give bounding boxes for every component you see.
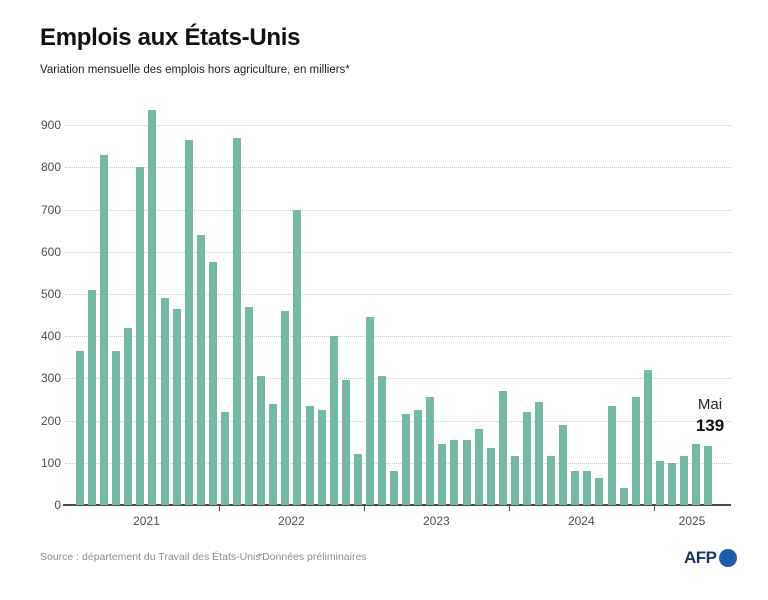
bar-2023-04 [402, 414, 411, 505]
bar-2025-04 [692, 443, 701, 505]
afp-logo: AFP [684, 548, 737, 568]
year-label-2021: 2021 [133, 514, 160, 528]
bar-2024-07 [583, 471, 592, 505]
bar-2024-09 [607, 405, 616, 505]
bar-2021-11 [196, 234, 205, 505]
bar-2022-06 [281, 310, 290, 505]
bar-2021-01 [76, 350, 84, 505]
bar-2025-01 [655, 460, 664, 505]
preliminary-note: *Données préliminaires [258, 551, 367, 563]
bar-2024-10 [619, 488, 628, 505]
bar-2023-06 [426, 397, 435, 505]
bar-2022-12 [353, 454, 362, 505]
x-tick-2025 [653, 505, 656, 511]
bar-2024-11 [631, 397, 640, 505]
bar-2023-08 [450, 439, 459, 505]
bar-2024-06 [571, 471, 580, 505]
bar-2024-02 [522, 412, 531, 505]
bar-2022-11 [341, 380, 350, 505]
bar-2025-02 [667, 462, 676, 505]
x-tick-2022 [218, 505, 221, 511]
y-tick-label-0: 0 [54, 498, 61, 512]
bar-2022-02 [233, 137, 242, 505]
bar-2024-03 [535, 401, 544, 505]
x-axis-line [63, 504, 731, 506]
y-tick-label-400: 400 [40, 329, 61, 344]
bar-2021-09 [172, 308, 181, 505]
bar-2021-02 [88, 289, 97, 505]
gridline-500 [65, 293, 731, 295]
bar-2021-07 [148, 110, 157, 505]
bar-2021-08 [160, 298, 169, 505]
bar-2023-10 [474, 429, 483, 505]
bar-2022-09 [317, 410, 326, 505]
bar-2024-12 [643, 369, 652, 505]
bar-2022-03 [245, 306, 254, 505]
bar-2022-04 [257, 376, 266, 505]
chart-subtitle: Variation mensuelle des emplois hors agr… [40, 64, 350, 76]
bar-2021-04 [112, 350, 121, 505]
y-tick-label-900: 900 [40, 118, 61, 133]
y-tick-label-300: 300 [40, 371, 61, 386]
y-tick-label-700: 700 [40, 202, 61, 217]
bar-2023-05 [414, 410, 423, 505]
bar-2022-05 [269, 403, 278, 505]
x-tick-2023 [363, 505, 366, 511]
page-title: Emplois aux États-Unis [40, 24, 301, 51]
gridline-800 [65, 167, 731, 169]
source-text: Source : département du Travail des État… [40, 551, 261, 563]
gridline-400 [65, 336, 731, 338]
bar-2023-12 [498, 391, 507, 505]
bar-2023-11 [486, 448, 495, 505]
year-label-2022: 2022 [278, 514, 305, 528]
year-label-2023: 2023 [423, 514, 450, 528]
afp-logo-text: AFP [684, 548, 717, 567]
bar-2025-05 [704, 446, 713, 505]
bar-2022-08 [305, 405, 314, 505]
bar-2021-06 [136, 167, 145, 505]
bar-2024-08 [595, 477, 604, 505]
y-tick-label-200: 200 [40, 413, 61, 428]
y-tick-label-500: 500 [40, 286, 61, 301]
gridline-700 [65, 209, 731, 211]
annotation-month-label: Mai [697, 396, 723, 413]
afp-globe-icon [718, 549, 737, 567]
bar-2022-01 [220, 412, 229, 505]
bar-2024-05 [559, 424, 568, 505]
bar-2024-04 [547, 456, 556, 505]
gridline-900 [65, 125, 731, 127]
gridline-600 [65, 251, 731, 253]
year-label-2025: 2025 [678, 514, 706, 528]
bar-2024-01 [510, 456, 519, 505]
gridline-100 [65, 462, 731, 464]
y-tick-label-100: 100 [40, 455, 61, 470]
bar-2023-01 [365, 317, 374, 505]
bar-2021-03 [100, 154, 109, 505]
gridline-300 [65, 378, 731, 380]
bar-2023-09 [462, 439, 471, 505]
bar-2025-03 [680, 456, 688, 505]
bar-2021-12 [208, 262, 217, 505]
x-tick-2024 [508, 505, 511, 511]
bar-2022-07 [293, 209, 302, 505]
bar-2022-10 [329, 336, 338, 505]
y-tick-label-600: 600 [40, 244, 61, 259]
bar-2023-03 [390, 471, 399, 505]
y-tick-label-800: 800 [40, 160, 61, 175]
annotation-value-label: 139 [695, 416, 725, 435]
bar-2023-02 [378, 376, 386, 505]
bar-2021-05 [124, 327, 133, 505]
year-label-2024: 2024 [567, 514, 595, 528]
bar-2023-07 [438, 443, 447, 505]
bar-2021-10 [184, 139, 193, 505]
gridline-200 [65, 420, 731, 422]
